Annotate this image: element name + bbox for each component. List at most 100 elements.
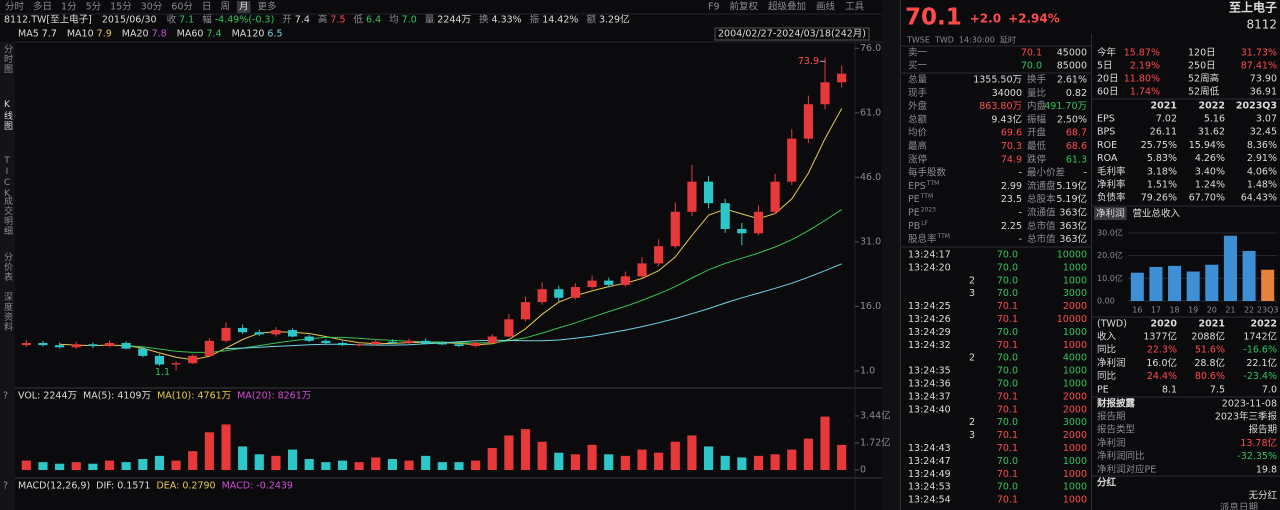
volume-bar: [138, 459, 148, 470]
vol-tick-label: 1.72亿: [860, 436, 891, 448]
tool-button[interactable]: 工具: [845, 2, 865, 13]
info-value: -4.49%(-0.3): [215, 15, 275, 26]
volume-bar: [254, 454, 264, 470]
tick-price: 70.0: [997, 417, 1018, 428]
bar-x-label: 23Q3: [1257, 306, 1279, 315]
candle-body: [654, 246, 664, 264]
annual-value: 7.0: [1262, 384, 1277, 395]
candle-body: [770, 181, 780, 212]
return-label: 60日: [1097, 87, 1119, 98]
fin-header: 2023Q3: [1236, 101, 1277, 112]
volume-bar: [321, 462, 331, 470]
sidebar-tab[interactable]: 分价表: [2, 252, 13, 282]
candle-body: [337, 342, 348, 346]
info-value: 2244万: [437, 15, 471, 26]
volume-bar: [820, 416, 830, 470]
y-tick-label: 46.0: [860, 172, 881, 183]
disclosure-label: 净利润: [1097, 437, 1126, 449]
sidebar-tab[interactable]: TICK: [2, 156, 12, 200]
tick-time: 13:24:53: [908, 482, 951, 493]
tool-button[interactable]: 画线: [816, 1, 836, 13]
tool-button[interactable]: 前复权: [730, 1, 759, 13]
annual-header: (TWD): [1097, 319, 1127, 330]
candle-body: [554, 289, 564, 298]
last-price: 70.1: [905, 5, 962, 31]
date-range: 2004/02/27-2024/03/18(242月): [718, 29, 866, 40]
stat-label: 总市值: [1027, 233, 1056, 245]
volume-bar: [238, 446, 248, 470]
period-tab[interactable]: 5分: [86, 2, 102, 13]
period-tab[interactable]: 15分: [110, 2, 132, 13]
dividend-value: 无分红: [1248, 490, 1277, 502]
sidebar-tab[interactable]: 分时图: [2, 44, 13, 74]
tick-price: 70.1: [997, 443, 1018, 454]
tick-time: 13:24:20: [908, 262, 951, 273]
tick-price: 70.1: [997, 340, 1018, 351]
profit-tab[interactable]: 营业总收入: [1133, 208, 1181, 220]
period-tab[interactable]: 更多: [257, 1, 276, 13]
volume-bar: [604, 454, 614, 470]
return-label: 今年: [1097, 47, 1117, 59]
sidebar-tab[interactable]: 成交明细: [2, 195, 13, 236]
stat-label: 涨停: [908, 153, 928, 165]
disclosure-value: 19.8: [1256, 464, 1277, 475]
tick-volume: 4000: [1063, 353, 1087, 364]
tick-volume: 1000: [1063, 366, 1087, 377]
volume-bar: [504, 435, 514, 470]
return-value: 31.73%: [1241, 48, 1277, 59]
period-tab[interactable]: 60分: [171, 2, 193, 13]
fin-label: EPS: [1097, 114, 1115, 125]
info-label: 幅: [202, 14, 212, 26]
period-tab[interactable]: 周: [220, 2, 230, 13]
disclosure-label: 净利润同比: [1097, 450, 1145, 462]
stat-label: 换手: [1027, 74, 1047, 86]
volume-bar: [337, 460, 348, 470]
info-value: 3.29亿: [599, 14, 630, 26]
return-value: 36.91: [1250, 87, 1277, 98]
sidebar-tab[interactable]: K线图: [2, 100, 13, 131]
period-tab[interactable]: 日: [202, 2, 212, 13]
tool-button[interactable]: 超级叠加: [768, 1, 806, 13]
annual-value: 22.3%: [1147, 345, 1177, 356]
period-tab[interactable]: 月: [239, 2, 249, 13]
tick-volume: 1000: [1063, 379, 1087, 390]
annual-value: 1742亿: [1243, 331, 1277, 343]
annual-value: -16.6%: [1243, 345, 1277, 356]
tick-time: 13:24:37: [908, 391, 951, 402]
tick-volume: 2000: [1063, 391, 1087, 402]
candle-body: [271, 330, 281, 335]
stat-label-sup: LF: [921, 220, 928, 227]
tick-time: 13:24:47: [908, 456, 951, 467]
volume-bar: [387, 459, 397, 470]
volume-bar: [753, 455, 764, 470]
volume-bar: [71, 462, 81, 470]
profit-tab[interactable]: 净利润: [1096, 208, 1125, 220]
volume-bar: [154, 455, 165, 470]
volume-bar: [703, 446, 714, 470]
volume-bar: [737, 457, 747, 470]
period-tab[interactable]: 30分: [141, 2, 163, 13]
stat-label: 均价: [908, 127, 928, 139]
tab-bg: [1094, 207, 1127, 220]
annual-label: 同比: [1097, 344, 1116, 356]
stat-label: 内盘: [1027, 100, 1047, 112]
period-tab[interactable]: 1分: [61, 2, 77, 13]
info-label: 低: [354, 14, 364, 26]
date: 2015/06/30: [102, 15, 157, 26]
candle-body: [437, 343, 447, 345]
period-tab-bg: [236, 1, 251, 13]
sidebar-tab[interactable]: 深度资料: [2, 292, 13, 332]
info-value: 7.0: [402, 15, 417, 26]
volume-bar: [670, 441, 680, 470]
candle-body: [304, 336, 314, 341]
annual-value: 1377亿: [1143, 331, 1177, 343]
quote-meta: 延时: [1000, 35, 1016, 45]
period-tab[interactable]: 分时: [5, 1, 25, 13]
candle-body: [803, 104, 813, 139]
stat-label: 最高: [908, 140, 927, 152]
tool-button[interactable]: F9: [708, 2, 720, 13]
annual-label: 同比: [1097, 370, 1116, 382]
bar-y-label: 20.0亿: [1097, 250, 1123, 260]
stat-value: 74.9: [1001, 154, 1022, 165]
period-tab[interactable]: 多日: [33, 1, 52, 13]
